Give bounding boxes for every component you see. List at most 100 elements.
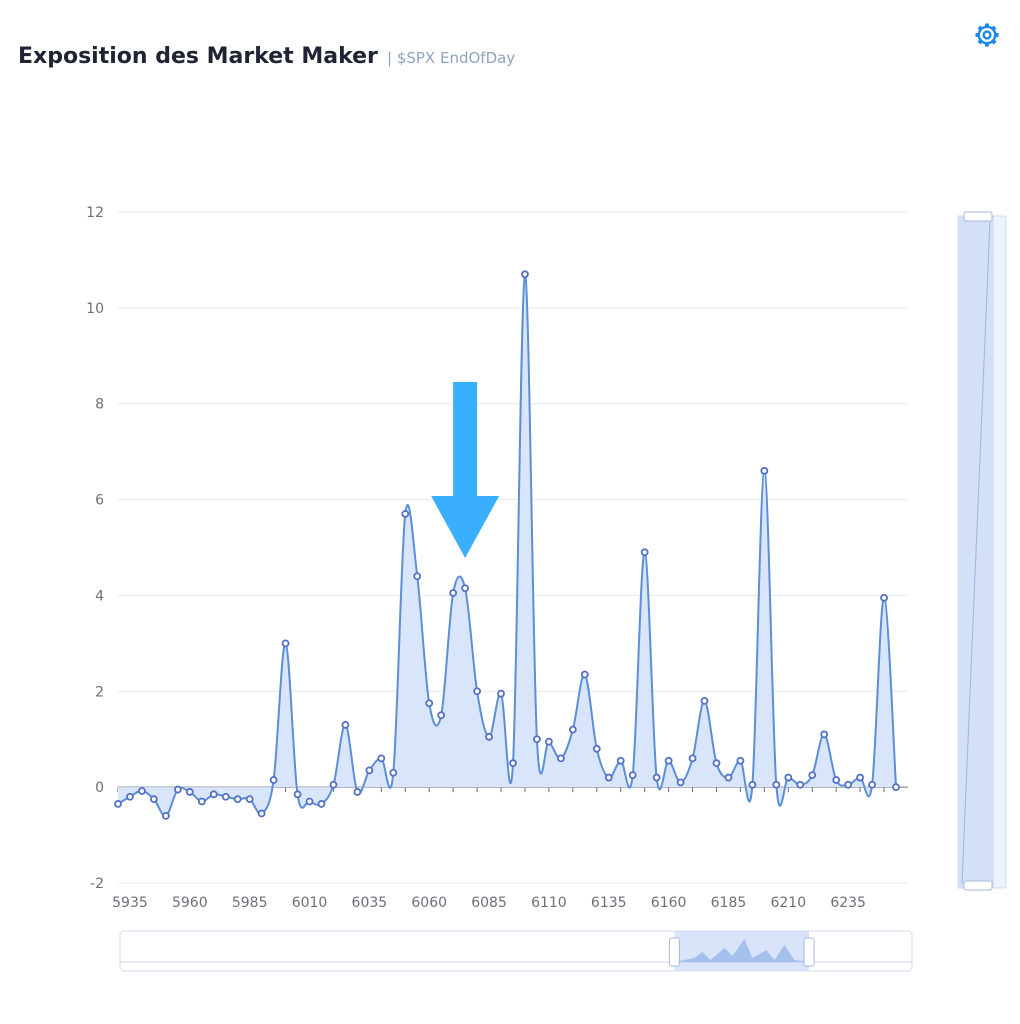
data-point[interactable] — [856, 773, 865, 782]
data-point[interactable] — [413, 572, 422, 581]
y-tick-label: 10 — [86, 301, 104, 317]
data-point[interactable] — [269, 776, 278, 784]
x-tick-label: 5985 — [232, 895, 268, 911]
chart-subtitle: | $SPX EndOfDay — [387, 49, 516, 67]
v-zoom-preview — [961, 219, 991, 885]
data-point[interactable] — [700, 696, 709, 705]
x-tick-label: 6210 — [770, 895, 806, 911]
x-tick-label: 6235 — [830, 895, 866, 911]
data-point[interactable] — [221, 792, 230, 801]
data-point[interactable] — [556, 754, 565, 763]
zoom-handle-right[interactable] — [803, 937, 815, 967]
data-point[interactable] — [509, 759, 517, 768]
series-line — [117, 273, 898, 817]
data-point[interactable] — [497, 689, 505, 698]
gear-icon[interactable] — [972, 20, 1002, 50]
data-point[interactable] — [568, 725, 577, 734]
v-zoom-handle-top[interactable] — [963, 211, 993, 222]
y-tick-label: 8 — [95, 397, 104, 413]
grid-layer — [118, 211, 908, 884]
data-point[interactable] — [138, 787, 146, 795]
data-point[interactable] — [281, 639, 290, 648]
vertical-zoom-slider[interactable] — [957, 211, 1007, 891]
chart-header: Exposition des Market Maker | $SPX EndOf… — [18, 44, 515, 69]
data-point[interactable] — [185, 788, 194, 796]
data-point[interactable] — [664, 756, 673, 765]
horizontal-zoom-slider[interactable] — [119, 930, 913, 972]
data-point[interactable] — [533, 735, 541, 744]
data-point[interactable] — [173, 785, 182, 794]
y-tick-label: 2 — [95, 684, 104, 700]
data-point[interactable] — [545, 737, 553, 746]
x-tick-label: 6085 — [471, 895, 507, 911]
data-point[interactable] — [580, 670, 589, 679]
data-point[interactable] — [712, 759, 721, 768]
data-point[interactable] — [341, 720, 350, 729]
data-point[interactable] — [161, 812, 170, 820]
v-zoom-handle-bottom[interactable] — [963, 880, 993, 891]
data-point[interactable] — [245, 795, 254, 804]
data-point[interactable] — [796, 780, 805, 789]
data-point[interactable] — [317, 800, 326, 808]
x-axis: 5935 5960 5985 6010 6035 6060 6085 6110 6135 6160… — [112, 786, 908, 911]
data-point[interactable] — [305, 797, 314, 806]
data-point[interactable] — [437, 711, 446, 720]
data-point[interactable] — [640, 548, 649, 557]
data-point[interactable] — [521, 270, 529, 279]
data-point[interactable] — [604, 773, 613, 782]
data-point[interactable] — [425, 699, 434, 708]
x-tick-label: 5935 — [112, 895, 148, 911]
data-point[interactable] — [724, 773, 733, 782]
data-point[interactable] — [485, 732, 493, 741]
x-tick-label: 6035 — [352, 895, 388, 911]
data-point[interactable] — [126, 792, 134, 801]
data-point[interactable] — [389, 768, 398, 777]
data-point[interactable] — [616, 756, 625, 765]
y-tick-label: 6 — [95, 493, 104, 509]
x-tick-label: 6185 — [711, 895, 747, 911]
down-arrow-icon — [431, 382, 500, 558]
data-point[interactable] — [150, 795, 158, 804]
data-point[interactable] — [233, 795, 242, 804]
annotation-layer — [431, 382, 500, 558]
data-point[interactable] — [209, 790, 218, 799]
data-point[interactable] — [688, 754, 697, 763]
y-tick-label: 12 — [86, 205, 104, 221]
data-point[interactable] — [401, 510, 410, 518]
data-point[interactable] — [293, 790, 302, 799]
data-point[interactable] — [257, 809, 266, 818]
data-point[interactable] — [377, 754, 386, 763]
data-point[interactable] — [449, 589, 458, 597]
data-point[interactable] — [880, 593, 888, 602]
data-point[interactable] — [868, 780, 876, 789]
data-point[interactable] — [784, 773, 793, 782]
data-point[interactable] — [844, 780, 853, 789]
data-point[interactable] — [736, 756, 745, 765]
data-point[interactable] — [772, 780, 781, 789]
series-area — [118, 274, 897, 817]
data-point[interactable] — [808, 771, 817, 780]
data-point[interactable] — [892, 783, 900, 792]
data-point[interactable] — [592, 744, 601, 753]
x-tick-label: 6135 — [591, 895, 627, 911]
data-point[interactable] — [676, 778, 685, 787]
data-point[interactable] — [748, 780, 757, 789]
data-point[interactable] — [197, 797, 206, 806]
data-point[interactable] — [353, 788, 362, 796]
data-point[interactable] — [832, 776, 841, 784]
y-tick-label: 0 — [95, 780, 104, 796]
data-point[interactable] — [628, 771, 637, 780]
y-tick-label: -2 — [90, 876, 104, 892]
data-point[interactable] — [820, 730, 829, 739]
data-point[interactable] — [114, 800, 122, 808]
y-axis: -2 0 2 4 6 8 10 12 — [86, 205, 104, 892]
data-point[interactable] — [473, 687, 481, 696]
data-point[interactable] — [461, 584, 470, 593]
data-point[interactable] — [652, 773, 661, 782]
data-point[interactable] — [329, 780, 338, 789]
data-point[interactable] — [365, 766, 374, 775]
series-points — [114, 270, 900, 820]
data-point[interactable] — [760, 466, 769, 475]
zoom-handle-left[interactable] — [668, 937, 680, 967]
